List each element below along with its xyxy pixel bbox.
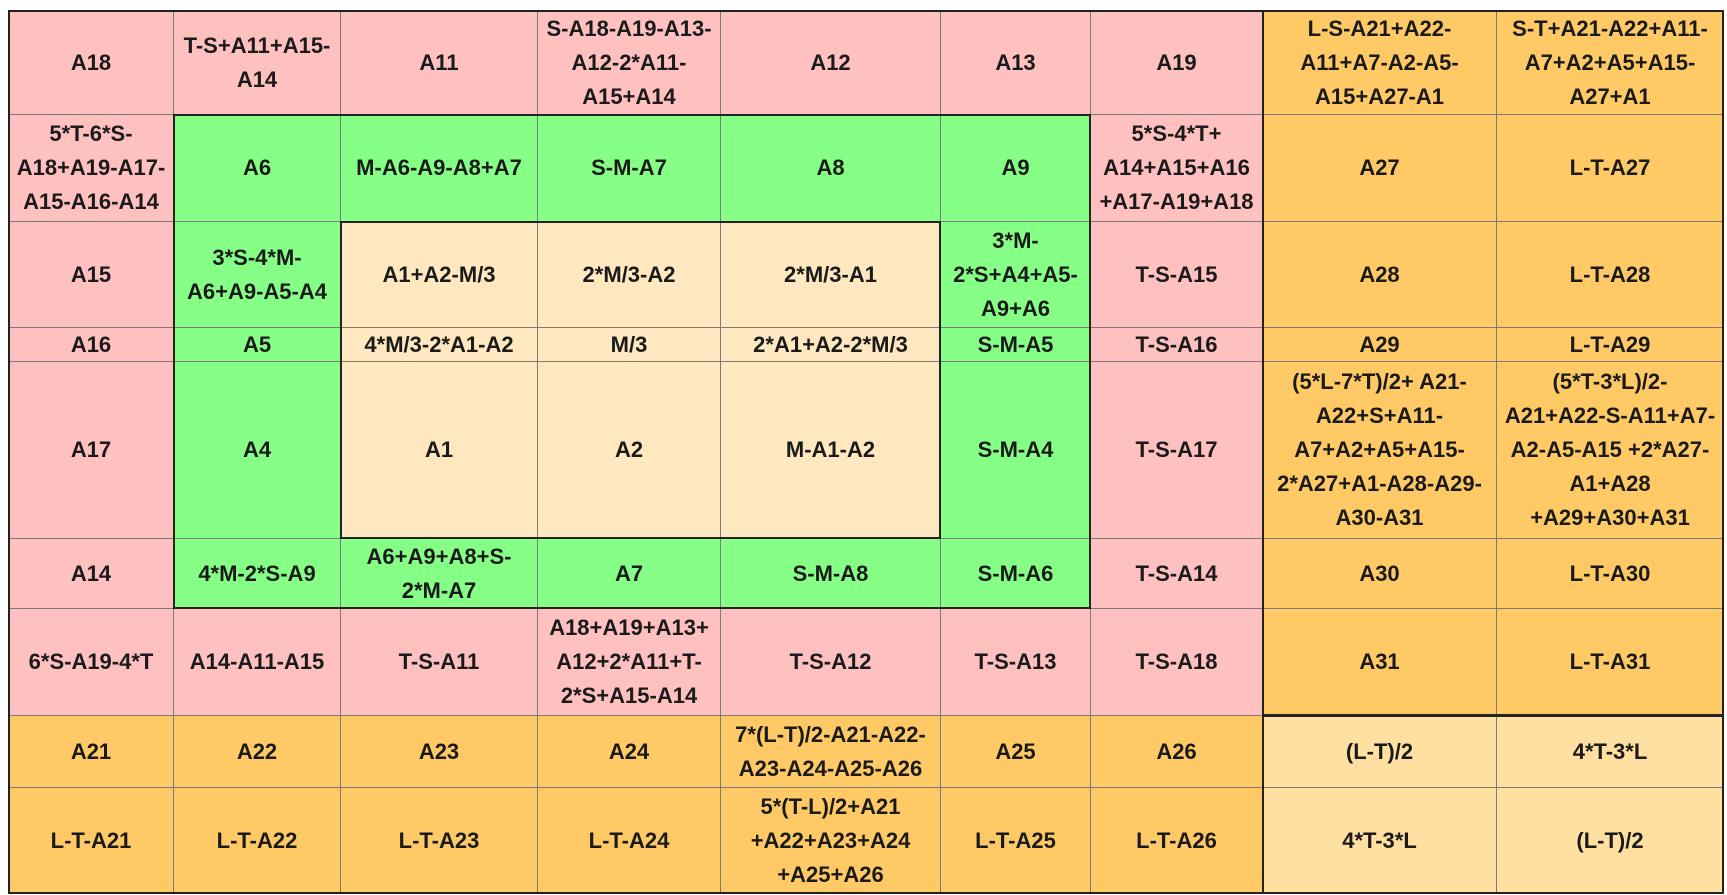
grid-cell-r3-c9: L-T-A28 [1496,221,1724,328]
grid-cell-r5-c4: A2 [537,361,721,539]
grid-cell-r6-c7: T-S-A14 [1090,538,1263,609]
grid-cell-r2-c6: A9 [940,114,1091,222]
grid-cell-r3-c3: A1+A2-M/3 [340,221,538,328]
grid-cell-r7-c4: A18+A19+A13+ A12+2*A11+T- 2*S+A15-A14 [537,608,721,716]
grid-cell-r6-c5: S-M-A8 [720,538,941,609]
grid-cell-r2-c9: L-T-A27 [1496,114,1724,222]
grid-cell-r5-c5: M-A1-A2 [720,361,941,539]
grid-cell-r4-c3: 4*M/3-2*A1-A2 [340,327,538,362]
grid-cell-r5-c3: A1 [340,361,538,539]
grid-cell-r4-c9: L-T-A29 [1496,327,1724,362]
grid-cell-r9-c3: L-T-A23 [340,787,538,894]
grid-cell-r7-c6: T-S-A13 [940,608,1091,716]
grid-cell-r3-c2: 3*S-4*M- A6+A9-A5-A4 [173,221,341,328]
grid-cell-r8-c8: (L-T)/2 [1262,715,1497,788]
grid-cell-r8-c5: 7*(L-T)/2-A21-A22- A23-A24-A25-A26 [720,715,941,788]
grid-cell-r8-c4: A24 [537,715,721,788]
grid-cell-r8-c7: A26 [1090,715,1263,788]
grid-cell-r3-c5: 2*M/3-A1 [720,221,941,328]
grid-cell-r2-c3: M-A6-A9-A8+A7 [340,114,538,222]
grid-cell-r8-c2: A22 [173,715,341,788]
grid-cell-r1-c1: A18 [8,10,174,115]
grid-cell-r3-c1: A15 [8,221,174,328]
grid-cell-r3-c4: 2*M/3-A2 [537,221,721,328]
grid-cell-r7-c5: T-S-A12 [720,608,941,716]
grid-cell-r4-c8: A29 [1262,327,1497,362]
grid-cell-r1-c2: T-S+A11+A15- A14 [173,10,341,115]
grid-cell-r1-c3: A11 [340,10,538,115]
grid-cell-r9-c8: 4*T-3*L [1262,787,1497,894]
grid-cell-r6-c9: L-T-A30 [1496,538,1724,609]
grid-cell-r2-c7: 5*S-4*T+ A14+A15+A16 +A17-A19+A18 [1090,114,1263,222]
grid-cell-r7-c2: A14-A11-A15 [173,608,341,716]
grid-cell-r4-c5: 2*A1+A2-2*M/3 [720,327,941,362]
grid-cell-r2-c5: A8 [720,114,941,222]
grid-cell-r7-c7: T-S-A18 [1090,608,1263,716]
grid-cell-r6-c8: A30 [1262,538,1497,609]
grid-cell-r8-c6: A25 [940,715,1091,788]
grid-cell-r1-c7: A19 [1090,10,1263,115]
grid-cell-r1-c8: L-S-A21+A22- A11+A7-A2-A5- A15+A27-A1 [1262,10,1497,115]
grid-cell-r7-c9: L-T-A31 [1496,608,1724,716]
grid-cell-r4-c1: A16 [8,327,174,362]
grid-cell-r5-c6: S-M-A4 [940,361,1091,539]
grid-cell-r6-c2: 4*M-2*S-A9 [173,538,341,609]
grid-cell-r8-c9: 4*T-3*L [1496,715,1724,788]
grid-cell-r3-c7: T-S-A15 [1090,221,1263,328]
grid-cell-r1-c6: A13 [940,10,1091,115]
grid-cell-r2-c8: A27 [1262,114,1497,222]
grid-cell-r2-c2: A6 [173,114,341,222]
grid-cell-r9-c1: L-T-A21 [8,787,174,894]
grid-cell-r5-c7: T-S-A17 [1090,361,1263,539]
grid-cell-r4-c4: M/3 [537,327,721,362]
grid-cell-r5-c1: A17 [8,361,174,539]
grid-cell-r5-c9: (5*T-3*L)/2- A21+A22-S-A11+A7- A2-A5-A15… [1496,361,1724,539]
grid-cell-r7-c8: A31 [1262,608,1497,716]
grid-cell-r9-c7: L-T-A26 [1090,787,1263,894]
grid-cell-r6-c6: S-M-A6 [940,538,1091,609]
grid-cell-r9-c4: L-T-A24 [537,787,721,894]
grid-cell-r3-c8: A28 [1262,221,1497,328]
grid-cell-r5-c8: (5*L-7*T)/2+ A21- A22+S+A11- A7+A2+A5+A1… [1262,361,1497,539]
grid-cell-r8-c3: A23 [340,715,538,788]
grid-cell-r9-c6: L-T-A25 [940,787,1091,894]
grid-cell-r3-c6: 3*M- 2*S+A4+A5- A9+A6 [940,221,1091,328]
grid-cell-r6-c1: A14 [8,538,174,609]
grid-cell-r2-c4: S-M-A7 [537,114,721,222]
grid-cell-r8-c1: A21 [8,715,174,788]
grid-cell-r1-c9: S-T+A21-A22+A11- A7+A2+A5+A15- A27+A1 [1496,10,1724,115]
grid-cell-r9-c2: L-T-A22 [173,787,341,894]
grid-cell-r4-c7: T-S-A16 [1090,327,1263,362]
grid-cell-r1-c5: A12 [720,10,941,115]
grid-cell-r9-c9: (L-T)/2 [1496,787,1724,894]
grid-cell-r1-c4: S-A18-A19-A13- A12-2*A11- A15+A14 [537,10,721,115]
grid-cell-r7-c1: 6*S-A19-4*T [8,608,174,716]
grid-cell-r6-c4: A7 [537,538,721,609]
grid-cell-r6-c3: A6+A9+A8+S- 2*M-A7 [340,538,538,609]
grid-cell-r7-c3: T-S-A11 [340,608,538,716]
grid-cell-r4-c6: S-M-A5 [940,327,1091,362]
grid-cell-r9-c5: 5*(T-L)/2+A21 +A22+A23+A24 +A25+A26 [720,787,941,894]
grid-cell-r4-c2: A5 [173,327,341,362]
grid-cell-r5-c2: A4 [173,361,341,539]
grid-cell-r2-c1: 5*T-6*S- A18+A19-A17- A15-A16-A14 [8,114,174,222]
